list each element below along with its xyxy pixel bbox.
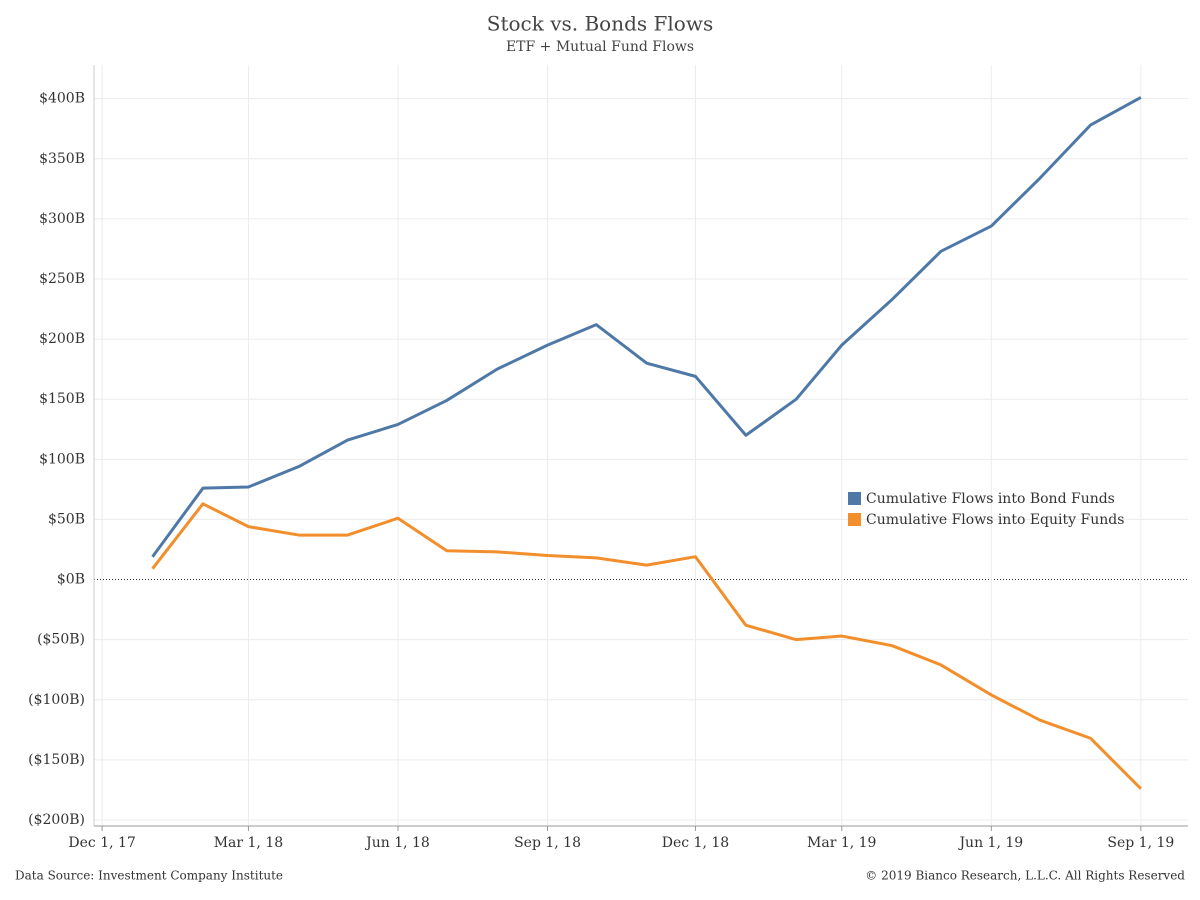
y-tick-label: ($150B) [28, 752, 85, 768]
x-tick-label: Dec 1, 18 [662, 835, 729, 851]
y-tick-label: $150B [39, 391, 85, 407]
y-tick-label: $50B [48, 511, 85, 527]
chart-title: Stock vs. Bonds Flows [487, 12, 713, 36]
copyright-note: © 2019 Bianco Research, L.L.C. All Right… [865, 869, 1185, 883]
legend-label: Cumulative Flows into Equity Funds [866, 512, 1124, 528]
y-tick-label: $200B [39, 331, 85, 347]
y-tick-label: $300B [39, 211, 85, 227]
legend-label: Cumulative Flows into Bond Funds [866, 491, 1115, 507]
x-tick-label: Jun 1, 18 [364, 835, 430, 851]
x-tick-label: Jun 1, 19 [957, 835, 1023, 851]
y-tick-label: $250B [39, 271, 85, 287]
series-line [151, 502, 1142, 790]
x-tick-label: Sep 1, 18 [514, 835, 581, 851]
x-tick-label: Mar 1, 19 [807, 835, 876, 851]
y-tick-label: $400B [39, 91, 85, 107]
y-tick-label: ($50B) [37, 632, 85, 648]
legend-swatch [848, 513, 861, 526]
y-tick-label: ($200B) [28, 812, 85, 828]
y-tick-label: ($100B) [28, 692, 85, 708]
legend-swatch [848, 492, 861, 505]
source-note: Data Source: Investment Company Institut… [15, 869, 283, 883]
series-line [151, 96, 1142, 558]
x-tick-label: Mar 1, 18 [214, 835, 283, 851]
y-tick-label: $350B [39, 151, 85, 167]
x-tick-label: Dec 1, 17 [68, 835, 135, 851]
y-tick-label: $100B [39, 451, 85, 467]
x-tick-label: Sep 1, 19 [1107, 835, 1174, 851]
y-tick-label: $0B [57, 572, 85, 588]
chart-subtitle: ETF + Mutual Fund Flows [506, 39, 694, 55]
